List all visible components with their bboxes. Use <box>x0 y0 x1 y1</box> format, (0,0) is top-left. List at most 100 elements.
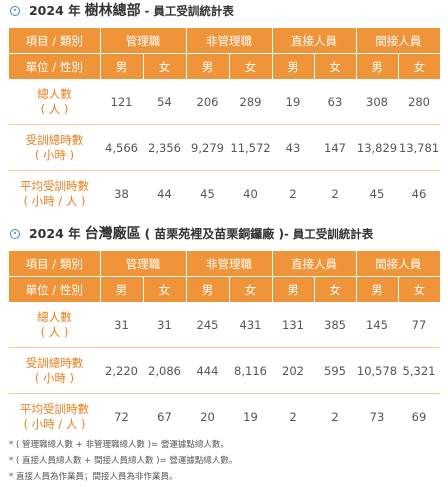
row-label: 受訓總時數( 小時 ) <box>9 124 100 171</box>
gender-cell: 女 <box>143 276 187 303</box>
table-row: 受訓總時數( 小時 ) 2,220 2,086 444 8,116 202 59… <box>9 347 440 394</box>
value-cell: 67 <box>157 409 172 424</box>
gender-cell: 男 <box>272 53 315 80</box>
row-label-unit: ( 小時 / 人 ) <box>23 416 86 431</box>
gender-cell: 男 <box>186 276 230 303</box>
header-row-groups: 項目 / 類別 管理職 非管理職 直接人員 間接人員 <box>9 251 440 277</box>
value-cell: 145 <box>356 302 398 348</box>
row-label-main: 受訓總時數 <box>25 132 84 147</box>
header-row-genders: 單位 / 性別 男 女 男 女 男 女 男 女 <box>9 276 440 303</box>
value-cell: 131 <box>272 302 314 348</box>
value-cell: 63 <box>314 79 356 125</box>
value-cell: 2 <box>331 409 339 424</box>
value-cell: 308 <box>356 79 398 125</box>
value-cell: 77 <box>398 302 440 348</box>
value-cell: 72 <box>114 409 129 424</box>
value-cell: 45 <box>369 186 385 201</box>
gender-cell: 男 <box>356 276 399 303</box>
table-row: 總人數( 人 ) 31 31 245 431 131 385 145 77 <box>9 302 440 348</box>
row-label-main: 總人數 <box>37 87 72 101</box>
header-cell: 單位 / 性別 <box>9 276 101 303</box>
value-cell: 595 <box>314 347 356 394</box>
value-cell: 54 <box>143 79 186 125</box>
table-row: 受訓總時數( 小時 ) 4,566 2,356 9,279 11,572 43 … <box>9 124 440 171</box>
header-group: 非管理職 <box>186 28 273 54</box>
row-label-unit: ( 人 ) <box>40 102 69 116</box>
value-cell: 20 <box>200 409 215 424</box>
header-cell: 項目 / 類別 <box>9 251 101 277</box>
value-cell: 2,356 <box>143 124 186 171</box>
row-label: 受訓總時數( 小時 ) <box>9 347 100 394</box>
section-title: 2024 年 樹林總部 - 員工受訓統計表 <box>0 0 448 22</box>
title-suffix: - 員工受訓統計表 <box>144 4 234 18</box>
value-cell: 10,578 <box>356 347 398 394</box>
value-cell: 31 <box>100 302 143 348</box>
row-label-unit: ( 小時 / 人 ) <box>23 193 86 208</box>
value-cell: 2 <box>289 186 297 201</box>
gender-cell: 女 <box>229 276 273 303</box>
gender-cell: 女 <box>398 276 440 303</box>
gender-cell: 男 <box>186 53 230 80</box>
value-cell: 19 <box>243 409 258 424</box>
title-subtitle: ( 苗栗苑裡及苗栗銅鑼廠 ) <box>144 227 284 241</box>
value-cell: 13,781 <box>398 124 440 171</box>
footnotes: * ( 管理職總人數 + 非管理職總人數 )= 營運據點總人數。 * ( 直接人… <box>9 437 439 485</box>
value-cell: 38 <box>114 186 129 201</box>
gender-cell: 男 <box>100 53 144 80</box>
section-taiwan-plants: 2024 年 台灣廠區 ( 苗栗苑裡及苗栗銅鑼廠 )- 員工受訓統計表 項目 /… <box>0 223 448 431</box>
value-cell: 444 <box>186 347 229 394</box>
section-shulin: 2024 年 樹林總部 - 員工受訓統計表 項目 / 類別 管理職 非管理職 直… <box>0 0 448 208</box>
circle-bullet-icon <box>10 228 20 239</box>
title-year: 2024 年 <box>28 226 81 241</box>
header-cell: 項目 / 類別 <box>9 28 101 54</box>
row-label-main: 總人數 <box>37 310 72 324</box>
row-label-unit: ( 小時 ) <box>34 370 75 385</box>
title-suffix: - 員工受訓統計表 <box>283 227 374 241</box>
row-label-unit: ( 人 ) <box>40 325 69 339</box>
value-cell: 11,572 <box>229 124 272 171</box>
gender-cell: 男 <box>356 53 399 80</box>
footnote: * ( 直接人員總人數 + 間接人員總人數 )= 營運據點總人數。 <box>9 456 238 466</box>
value-cell: 385 <box>314 302 356 348</box>
gender-cell: 女 <box>398 53 440 80</box>
value-cell: 147 <box>314 124 356 171</box>
value-cell: 289 <box>229 79 272 125</box>
footnote: * 直接人員為作業員；間接人員為非作業員。 <box>9 472 178 482</box>
title-site: 台灣廠區 <box>84 226 141 242</box>
value-cell: 4,566 <box>100 124 143 171</box>
gender-cell: 男 <box>100 276 144 303</box>
training-stats-table: 項目 / 類別 管理職 非管理職 直接人員 間接人員 單位 / 性別 男 女 男… <box>9 251 440 439</box>
header-group: 直接人員 <box>272 251 357 277</box>
header-group: 間接人員 <box>356 251 440 277</box>
header-group: 直接人員 <box>272 28 357 54</box>
table-row: 總人數( 人 ) 121 54 206 289 19 63 308 280 <box>9 79 440 125</box>
value-cell: 2,220 <box>100 347 143 394</box>
value-cell: 206 <box>186 79 229 125</box>
value-cell: 40 <box>243 186 258 201</box>
title-site: 樹林總部 <box>84 3 141 19</box>
value-cell: 13,829 <box>356 124 398 171</box>
row-label: 平均受訓時數( 小時 / 人 ) <box>9 171 100 217</box>
row-label: 總人數( 人 ) <box>9 302 100 348</box>
row-label-main: 平均受訓時數 <box>20 401 89 416</box>
value-cell: 8,116 <box>229 347 272 394</box>
gender-cell: 女 <box>143 53 187 80</box>
circle-bullet-icon <box>10 5 20 16</box>
training-stats-table: 項目 / 類別 管理職 非管理職 直接人員 間接人員 單位 / 性別 男 女 男… <box>9 28 440 216</box>
value-cell: 2 <box>331 186 339 201</box>
value-cell: 431 <box>229 302 272 348</box>
table-row: 平均受訓時數( 小時 / 人 ) 72 67 20 19 2 2 73 69 <box>9 394 440 440</box>
value-cell: 202 <box>272 347 314 394</box>
value-cell: 280 <box>398 79 440 125</box>
value-cell: 2,086 <box>143 347 186 394</box>
row-label: 總人數( 人 ) <box>9 79 100 125</box>
value-cell: 5,321 <box>398 347 440 394</box>
gender-cell: 女 <box>314 53 357 80</box>
header-row-groups: 項目 / 類別 管理職 非管理職 直接人員 間接人員 <box>9 28 440 54</box>
table-row: 平均受訓時數( 小時 / 人 ) 38 44 45 40 2 2 45 46 <box>9 171 440 217</box>
value-cell: 43 <box>272 124 314 171</box>
footnote: * ( 管理職總人數 + 非管理職總人數 )= 營運據點總人數。 <box>9 440 229 450</box>
value-cell: 31 <box>143 302 186 348</box>
header-group: 間接人員 <box>356 28 440 54</box>
